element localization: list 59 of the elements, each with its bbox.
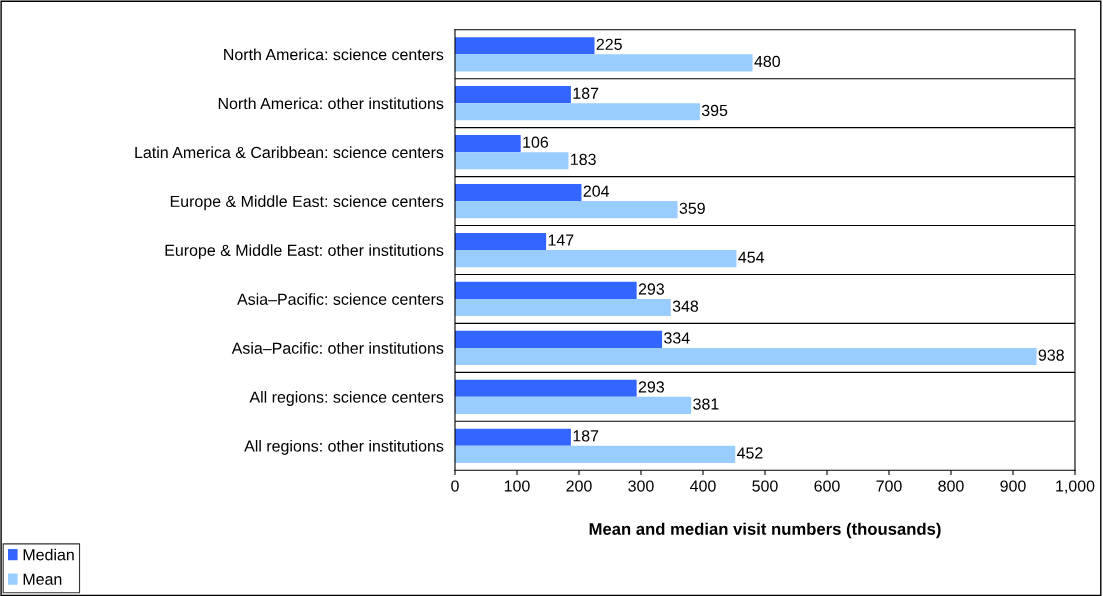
data-label: 147: [548, 234, 574, 246]
data-label: 452: [736, 447, 763, 459]
y-tick-label: Europe & Middle East: other institutions: [165, 244, 444, 260]
bar: [454, 330, 663, 348]
y-tick-label: All regions: other institutions: [244, 439, 444, 455]
bar: [454, 86, 571, 104]
data-label: 381: [693, 398, 719, 410]
y-tick-label: Latin America & Caribbean: science centers: [135, 146, 444, 159]
x-tick-label: 100: [504, 480, 530, 492]
data-label: 106: [523, 136, 549, 148]
y-tick-label: North America: science centers: [224, 48, 444, 61]
legend-label: Mean: [23, 573, 62, 585]
bar: [454, 445, 736, 463]
data-label: 480: [754, 55, 780, 68]
bar: [454, 379, 637, 397]
x-tick-label: 900: [1000, 480, 1026, 492]
x-tick-label: 500: [752, 480, 778, 492]
x-tick-label: 700: [876, 480, 902, 492]
bar: [454, 103, 700, 121]
data-label: 204: [583, 185, 610, 197]
data-label: 454: [738, 251, 765, 263]
data-label: 938: [1038, 349, 1064, 361]
legend-label: Median: [23, 548, 74, 561]
x-tick-label: 600: [814, 480, 840, 492]
bar: [454, 281, 637, 299]
bar: [454, 54, 753, 72]
data-label: 293: [638, 381, 664, 393]
x-tick-label: 0: [451, 480, 459, 492]
data-label: 359: [679, 202, 705, 214]
y-tick-label: Asia–Pacific: other institutions: [231, 342, 444, 354]
y-tick-label: Europe & Middle East: science centers: [170, 195, 444, 211]
x-tick-label: 800: [938, 480, 964, 492]
bar: [454, 298, 671, 317]
y-tick-label: Asia–Pacific: science centers: [237, 293, 444, 305]
bar: [454, 250, 737, 268]
data-label: 348: [672, 300, 699, 312]
x-tick-label: 200: [566, 480, 592, 492]
bar: [454, 152, 569, 170]
data-label: 225: [596, 38, 622, 50]
bar: [454, 37, 595, 55]
bar: [454, 396, 692, 414]
bar: [454, 347, 1037, 366]
data-label: 293: [638, 283, 664, 295]
x-tick-label: 300: [628, 480, 654, 492]
bar: [454, 135, 521, 153]
data-label: 183: [571, 153, 596, 165]
data-label: 334: [664, 332, 690, 344]
bar: [454, 232, 547, 251]
data-label: 187: [573, 430, 599, 442]
bar: [454, 201, 678, 219]
bar: [454, 183, 582, 202]
x-tick-label: 1,000: [1056, 480, 1095, 494]
bar: [454, 428, 571, 446]
data-label: 187: [573, 87, 599, 99]
x-axis-title: Mean and median visit numbers (thousands): [589, 522, 941, 539]
x-tick-label: 400: [690, 480, 716, 492]
y-tick-label: All regions: science centers: [249, 391, 444, 406]
y-tick-label: North America: other institutions: [218, 97, 444, 110]
data-label: 395: [701, 104, 728, 117]
